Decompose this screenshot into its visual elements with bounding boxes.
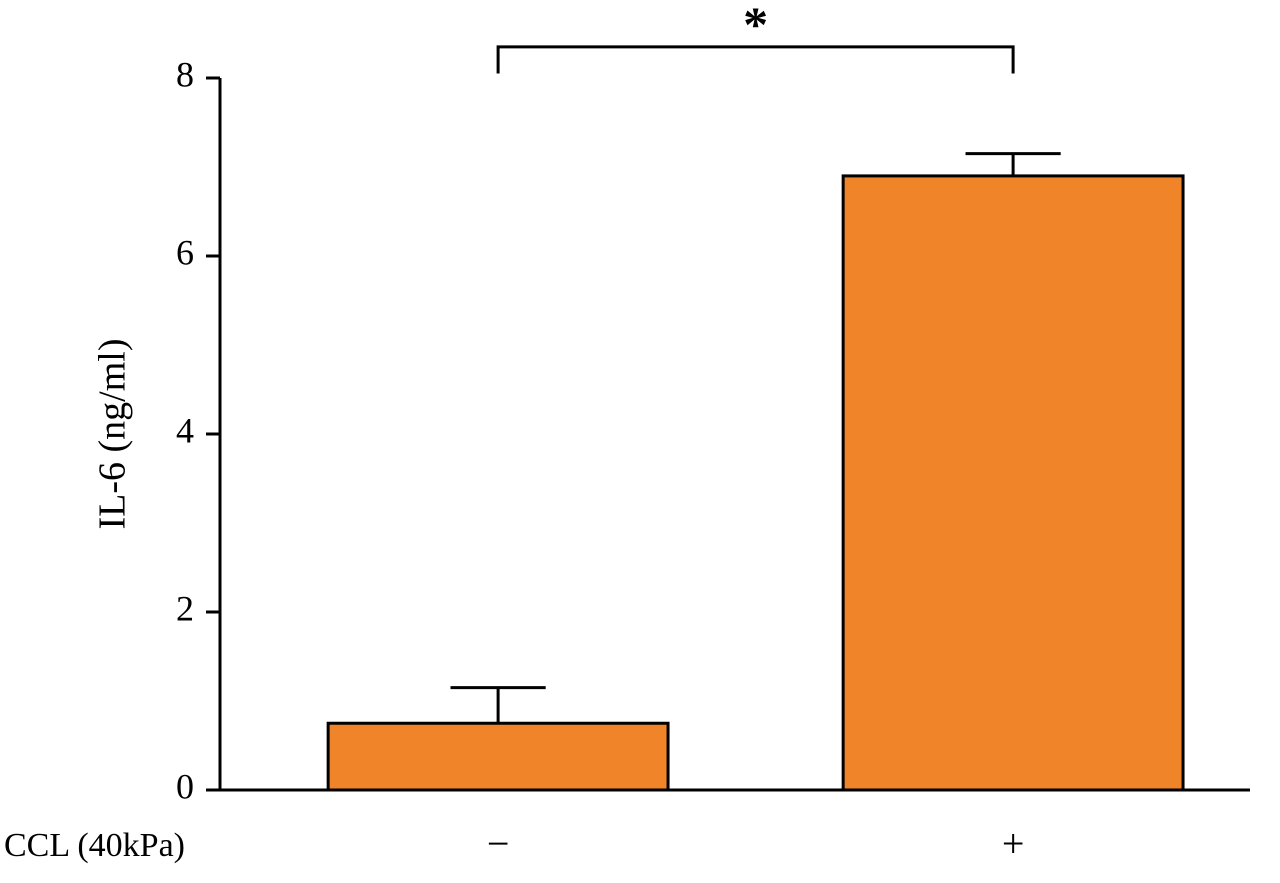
y-tick-label: 4 — [176, 410, 194, 450]
significance-star: * — [743, 0, 768, 52]
y-tick-label: 0 — [176, 766, 194, 806]
chart-svg: 0 2 4 6 8 IL-6 (ng/ml) − + CCL (40kPa) * — [0, 0, 1280, 883]
bar-chart: 0 2 4 6 8 IL-6 (ng/ml) − + CCL (40kPa) * — [0, 0, 1280, 883]
y-tick-label: 2 — [176, 588, 194, 628]
y-tick-label: 8 — [176, 54, 194, 94]
bar-1 — [843, 176, 1183, 790]
x-row-label: CCL (40kPa) — [4, 827, 185, 864]
x-category-label: + — [1002, 821, 1025, 866]
y-tick-label: 6 — [176, 232, 194, 272]
y-axis-title: IL-6 (ng/ml) — [92, 338, 134, 529]
x-category-label: − — [487, 821, 510, 866]
bar-0 — [328, 723, 668, 790]
